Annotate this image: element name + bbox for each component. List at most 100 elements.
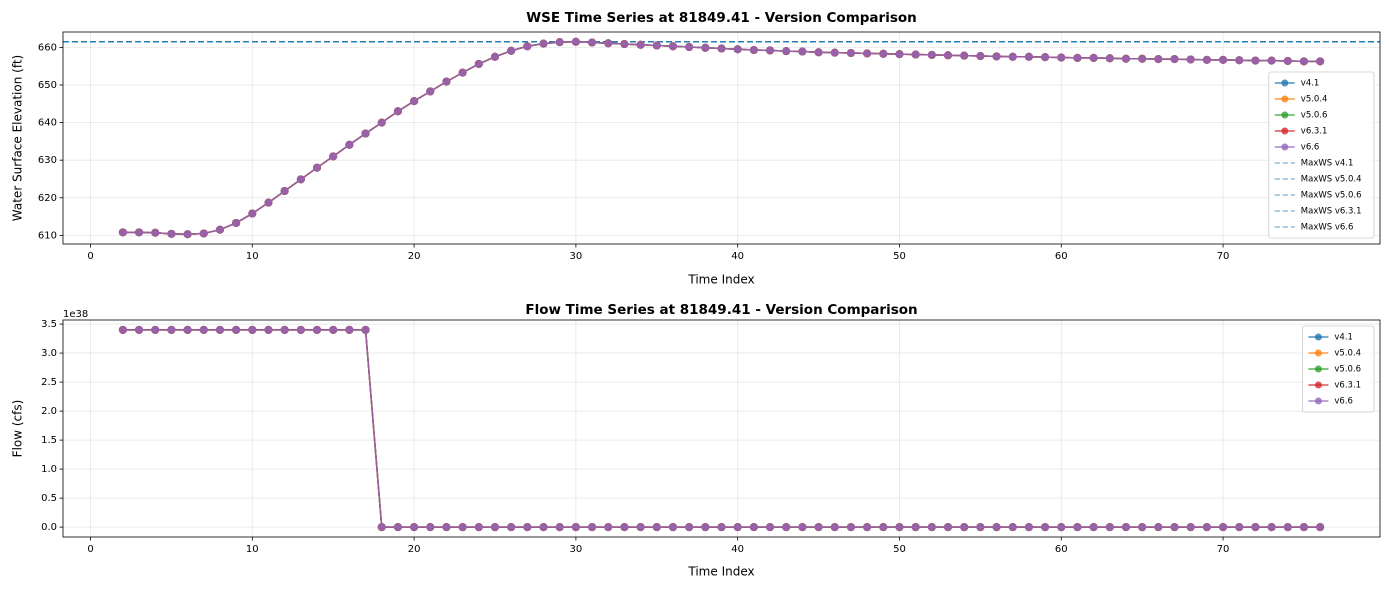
point [571, 37, 580, 46]
point [879, 523, 888, 532]
legend-label: v6.3.1 [1334, 381, 1361, 391]
point [652, 41, 661, 50]
point [313, 163, 322, 172]
x-tick-label: 20 [408, 251, 421, 262]
point [652, 523, 661, 532]
chart-title: WSE Time Series at 81849.41 - Version Co… [526, 10, 917, 26]
point [604, 39, 613, 48]
point [135, 325, 144, 334]
point [555, 523, 564, 532]
y-tick-label: 650 [38, 80, 57, 91]
point [1073, 523, 1082, 532]
point [1299, 57, 1308, 66]
point [1008, 52, 1017, 61]
point [830, 48, 839, 57]
legend-label: v5.0.6 [1301, 111, 1328, 121]
legend-marker [1314, 397, 1322, 405]
point [1316, 523, 1325, 532]
legend-marker [1314, 381, 1322, 389]
point [458, 68, 467, 77]
x-tick-label: 40 [731, 544, 744, 555]
x-tick-label: 60 [1055, 544, 1068, 555]
x-tick-label: 30 [570, 251, 583, 262]
point [1219, 523, 1228, 532]
point [588, 523, 597, 532]
point [1105, 54, 1114, 63]
point [442, 523, 451, 532]
point [345, 140, 354, 149]
series-line [122, 329, 1321, 528]
y-axis-label: Water Surface Elevation (ft) [11, 55, 25, 221]
point [1299, 523, 1308, 532]
point [474, 523, 483, 532]
point [118, 325, 127, 334]
point [1024, 523, 1033, 532]
point [1154, 55, 1163, 64]
point [280, 187, 289, 195]
point [830, 523, 839, 532]
point [135, 228, 144, 237]
point [782, 47, 791, 56]
point [490, 52, 499, 61]
point [733, 523, 742, 532]
point [588, 38, 597, 47]
y-tick-label: 630 [38, 155, 57, 166]
x-tick-label: 70 [1217, 544, 1230, 555]
legend: v4.1 v5.0.4 v5.0.6 v6.3.1 v6.6 [1302, 325, 1375, 413]
point [620, 40, 629, 49]
legend-label: v5.0.6 [1334, 365, 1361, 375]
point [1154, 523, 1163, 532]
series-line [122, 329, 1321, 528]
point [1283, 56, 1292, 65]
point [1073, 53, 1082, 62]
point [701, 523, 710, 532]
point [685, 523, 694, 532]
point [960, 523, 969, 532]
point [798, 47, 807, 56]
legend-marker [1281, 127, 1289, 135]
point [361, 325, 370, 334]
x-axis-label: Time Index [687, 565, 754, 579]
point [329, 325, 338, 334]
legend-label: MaxWS v5.0.6 [1301, 191, 1362, 201]
point [410, 523, 419, 532]
x-tick-label: 0 [87, 251, 93, 262]
point [636, 40, 645, 49]
point [636, 523, 645, 532]
point [539, 39, 548, 48]
point [766, 46, 775, 55]
plot-area [118, 325, 1325, 532]
point [167, 229, 176, 238]
point [685, 43, 694, 52]
point [1170, 523, 1179, 532]
point [1202, 55, 1211, 64]
point [1186, 55, 1195, 64]
x-axis-label: Time Index [687, 273, 754, 287]
x-tick-label: 0 [87, 544, 93, 555]
point [1089, 523, 1098, 532]
point [1121, 523, 1130, 532]
point [118, 228, 127, 237]
point [183, 230, 192, 239]
point [798, 523, 807, 532]
point [183, 325, 192, 334]
y-tick-label: 1.5 [41, 435, 57, 446]
point [1138, 54, 1147, 63]
series-line [122, 41, 1321, 235]
point [507, 523, 516, 532]
legend-box [1268, 71, 1375, 239]
y-tick-label: 0.5 [41, 493, 57, 504]
point [361, 129, 370, 138]
point [944, 523, 953, 532]
point [1121, 54, 1130, 63]
y-offset-label: 1e38 [63, 309, 88, 320]
point [733, 45, 742, 54]
point [1267, 523, 1276, 532]
point [976, 52, 985, 61]
legend-marker [1281, 111, 1289, 119]
legend-marker [1314, 333, 1322, 341]
point [1235, 56, 1244, 65]
point [377, 523, 386, 532]
point [992, 523, 1001, 532]
x-tick-label: 50 [893, 544, 906, 555]
